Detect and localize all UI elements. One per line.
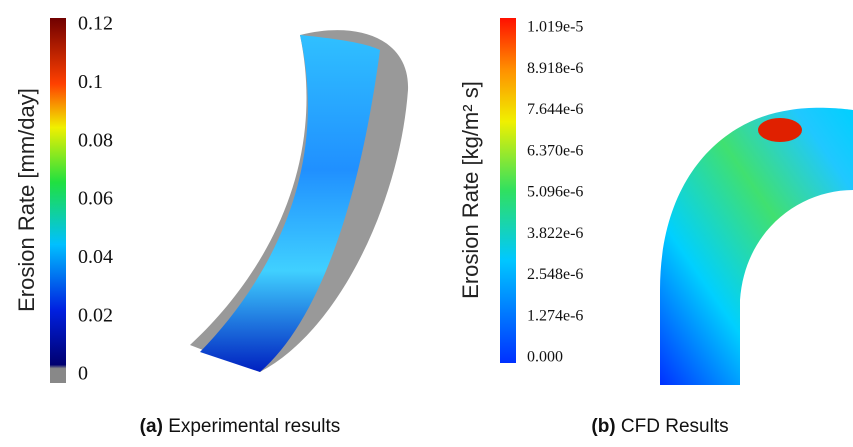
colorbar-tick-label: 0.000 (527, 349, 563, 366)
colorbar (50, 18, 66, 383)
colorbar-tick-label: 7.644e-6 (527, 101, 583, 118)
caption-text: CFD Results (621, 416, 729, 437)
caption-label: (a) (140, 416, 163, 437)
caption: (b) CFD Results (591, 416, 728, 437)
colorbar-tick-label: 0.02 (78, 304, 113, 326)
colorbar-tick-label: 2.548e-6 (527, 266, 583, 283)
colorbar-label: Erosion Rate [mm/day] (14, 88, 39, 312)
caption: (a) Experimental results (140, 416, 341, 437)
elbow-image (660, 107, 853, 386)
colorbar-tick-label: 0.08 (78, 129, 113, 151)
colorbar-tick-label: 0.06 (78, 188, 113, 210)
caption-text: Experimental results (168, 416, 340, 437)
colorbar-tick-label: 3.822e-6 (527, 225, 583, 242)
colorbar-tick-label: 0 (78, 363, 88, 385)
colorbar (500, 18, 516, 363)
colorbar-tick-label: 6.370e-6 (527, 142, 583, 159)
colorbar-tick-label: 5.096e-6 (527, 184, 583, 201)
caption-label: (b) (591, 416, 615, 437)
colorbar-tick-label: 0.04 (78, 246, 113, 268)
colorbar-tick-label: 0.12 (78, 13, 113, 35)
pipe-image (190, 30, 409, 373)
colorbar-tick-label: 1.274e-6 (527, 307, 583, 324)
colorbar-label: Erosion Rate [kg/m² s] (458, 81, 483, 299)
colorbar-tick-label: 8.918e-6 (527, 60, 583, 77)
colorbar-tick-label: 1.019e-5 (527, 19, 583, 36)
colorbar-tick-label: 0.1 (78, 71, 103, 93)
